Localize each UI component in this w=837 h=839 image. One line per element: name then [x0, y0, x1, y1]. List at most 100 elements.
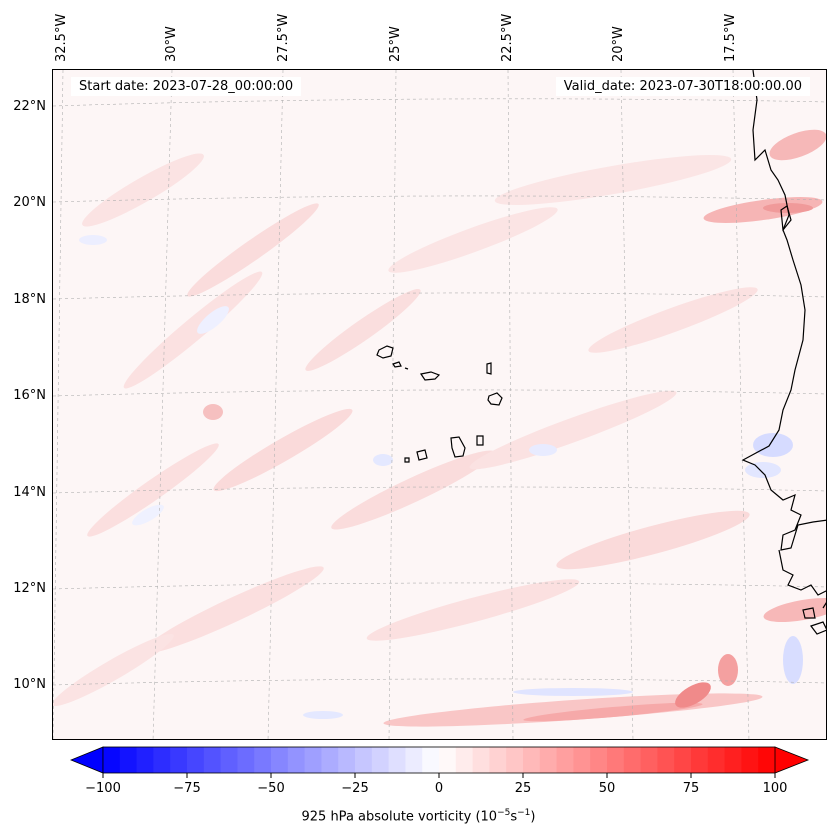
lat-gridline — [53, 389, 826, 397]
colorbar-segment — [455, 747, 474, 773]
vorticity-streak — [123, 271, 263, 389]
positive-vorticity-core — [675, 682, 711, 708]
lat-label: 12°N — [13, 581, 46, 596]
colorbar-segment — [439, 747, 457, 773]
colorbar-segment — [203, 747, 222, 773]
colorbar-segment — [103, 747, 121, 773]
vorticity-streak — [588, 287, 758, 353]
valid-date-label: Valid_date: 2023-07-30T18:00:00.00 — [555, 77, 810, 96]
coastline-bijagos — [810, 621, 826, 635]
colorbar-max-extend-arrow — [774, 746, 810, 774]
colorbar-title-suffix: ) — [530, 809, 536, 825]
colorbar-segment — [573, 747, 591, 773]
coastline-mainland — [741, 70, 826, 551]
colorbar-tick-label: 100 — [762, 781, 788, 796]
positive-vorticity-band — [769, 129, 826, 161]
colorbar-segment — [707, 747, 726, 773]
vorticity-streak — [142, 566, 324, 654]
coastline-fragment — [822, 602, 826, 609]
lon-label: 25°W — [388, 26, 403, 62]
colorbar-tick-label: 0 — [434, 781, 444, 796]
map-panel[interactable] — [52, 69, 827, 740]
colorbar-tick-label: 75 — [682, 781, 700, 796]
lon-label: 27.5°W — [276, 13, 291, 62]
colorbar-title-prefix: 925 hPa absolute vorticity (10 — [301, 809, 498, 825]
colorbar-segment — [623, 747, 642, 773]
coastline-island — [780, 205, 792, 232]
colorbar-segment — [119, 747, 138, 773]
colorbar-segment — [472, 747, 490, 773]
colorbar-segment — [321, 747, 339, 773]
vorticity-streak — [187, 203, 319, 297]
colorbar-segment — [136, 747, 154, 773]
colorbar-segment — [758, 747, 776, 773]
colorbar-title: 925 hPa absolute vorticity (10−5s−1) — [0, 808, 837, 824]
lon-label: 22.5°W — [500, 13, 515, 62]
colorbar-segment — [338, 747, 356, 773]
vorticity-streak — [53, 633, 174, 707]
island-boa-vista — [487, 392, 503, 406]
colorbar-segment — [371, 747, 390, 773]
coastline-guinea-bissau — [778, 549, 826, 596]
colorbar-segment — [607, 747, 625, 773]
island-sal — [486, 362, 492, 375]
colorbar-segment — [422, 747, 440, 773]
negative-vorticity-patch — [783, 636, 803, 684]
positive-vorticity-band — [523, 702, 703, 722]
negative-vorticity-patch — [79, 235, 107, 245]
vorticity-streak — [213, 408, 353, 492]
island-santo-antao — [376, 345, 394, 359]
colorbar-segment — [523, 747, 541, 773]
vorticity-streak — [494, 155, 732, 205]
vorticity-streak — [469, 390, 677, 470]
lon-label: 17.5°W — [723, 13, 738, 62]
lat-gridline — [53, 98, 826, 107]
colorbar-segment — [220, 747, 238, 773]
colorbar-ticks — [102, 773, 776, 778]
lon-label: 30°W — [164, 26, 179, 62]
island-sao-nicolau — [420, 371, 441, 381]
negative-vorticity-patch — [513, 688, 633, 696]
colorbar-segment — [187, 747, 205, 773]
colorbar-tick-label: 50 — [598, 781, 616, 796]
vorticity-map — [53, 70, 826, 739]
colorbar-tick-label: −100 — [85, 781, 121, 796]
colorbar-segment — [741, 747, 759, 773]
colorbar-segment — [674, 747, 692, 773]
positive-vorticity-core — [203, 404, 223, 420]
vorticity-streak — [388, 207, 558, 273]
island-maio — [476, 435, 484, 446]
colorbar-tick-label: −50 — [257, 781, 285, 796]
negative-vorticity-patch — [303, 711, 343, 719]
lat-label: 10°N — [13, 677, 46, 692]
colorbar-segment — [539, 747, 558, 773]
island-santiago — [450, 436, 466, 458]
colorbar-segment — [405, 747, 423, 773]
island-sao-vicente — [392, 361, 402, 368]
negative-vorticity-patch — [197, 306, 229, 334]
colorbar-segment — [153, 747, 171, 773]
colorbar-segment — [254, 747, 272, 773]
island-fogo — [416, 449, 428, 461]
colorbar-min-extend-arrow — [70, 746, 104, 774]
colorbar-segment — [691, 747, 709, 773]
lat-gridline — [53, 486, 826, 494]
colorbar-segment — [724, 747, 742, 773]
colorbar-segment — [271, 747, 289, 773]
colorbar-segment — [590, 747, 608, 773]
vorticity-streak — [82, 153, 204, 227]
vorticity-streak — [305, 289, 421, 371]
lat-gridline — [53, 582, 826, 590]
colorbar-segment — [287, 747, 306, 773]
lon-gridline — [152, 70, 173, 739]
lat-gridline — [53, 195, 826, 203]
cape-verde-islands — [376, 345, 503, 463]
colorbar-segment — [237, 747, 255, 773]
colorbar-segments — [70, 746, 810, 774]
colorbar-title-unit: s — [510, 809, 518, 825]
colorbar-segment — [170, 747, 188, 773]
island-brava — [404, 457, 410, 463]
negative-vorticity-patch — [373, 454, 393, 466]
start-date-label: Start date: 2023-07-28_00:00:00 — [71, 77, 302, 96]
colorbar-segment — [657, 747, 675, 773]
